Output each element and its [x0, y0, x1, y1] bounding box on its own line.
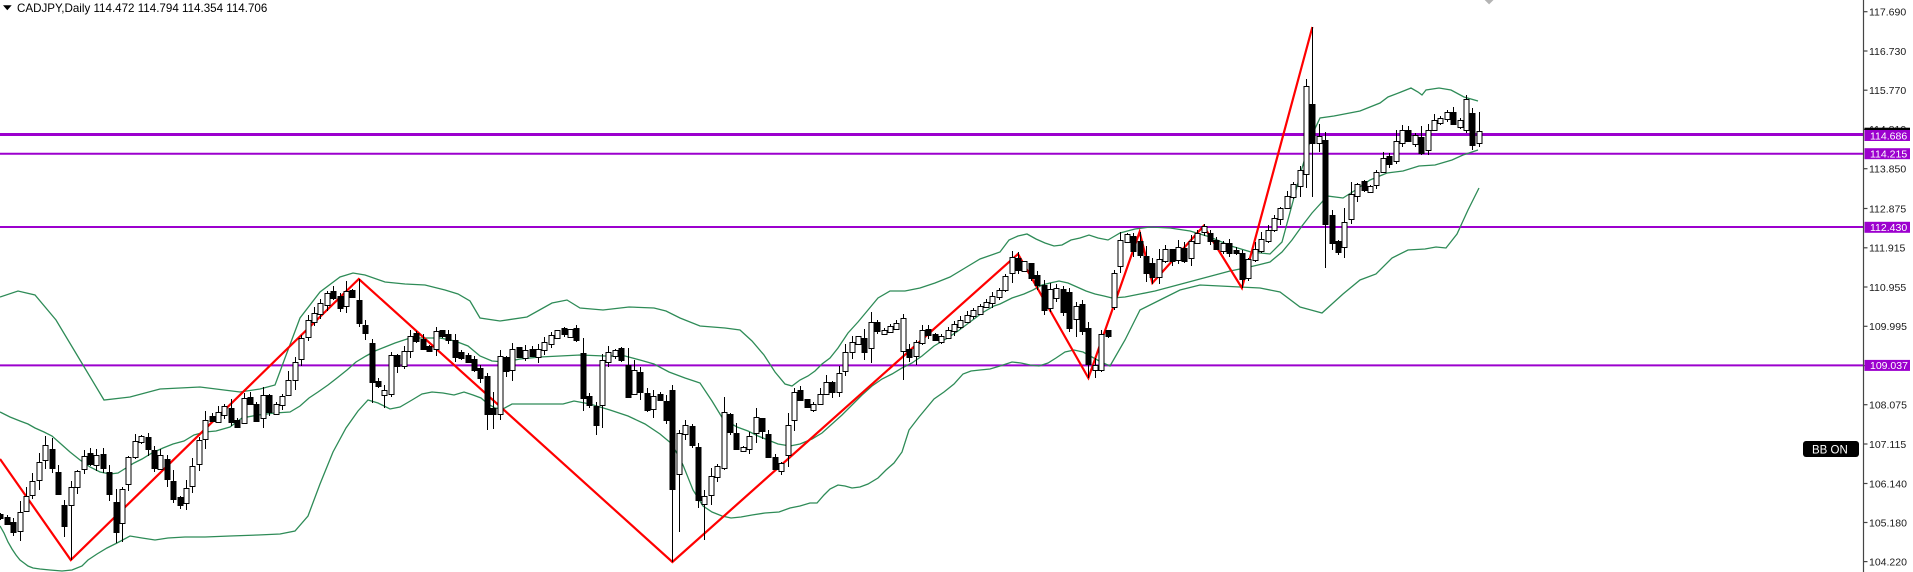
svg-text:117.690: 117.690: [1869, 7, 1906, 19]
svg-text:112.875: 112.875: [1869, 203, 1906, 215]
svg-text:105.180: 105.180: [1869, 517, 1907, 529]
svg-text:107.115: 107.115: [1869, 439, 1906, 451]
svg-text:114.686: 114.686: [1870, 130, 1907, 142]
svg-text:115.770: 115.770: [1869, 85, 1906, 97]
svg-text:114.215: 114.215: [1870, 149, 1907, 161]
svg-text:110.955: 110.955: [1869, 282, 1906, 294]
svg-text:108.075: 108.075: [1869, 400, 1907, 412]
svg-text:109.995: 109.995: [1869, 321, 1907, 333]
svg-text:113.850: 113.850: [1869, 164, 1906, 176]
svg-text:106.140: 106.140: [1869, 478, 1907, 490]
svg-text:CADJPY,Daily 114.472 114.794: CADJPY,Daily 114.472 114.794 114.354 114…: [17, 2, 267, 15]
svg-text:111.915: 111.915: [1869, 243, 1906, 255]
svg-text:112.430: 112.430: [1870, 222, 1907, 234]
svg-text:BB ON: BB ON: [1812, 445, 1848, 457]
svg-text:116.730: 116.730: [1869, 46, 1906, 58]
svg-text:109.037: 109.037: [1870, 360, 1908, 372]
svg-text:104.220: 104.220: [1869, 556, 1907, 568]
